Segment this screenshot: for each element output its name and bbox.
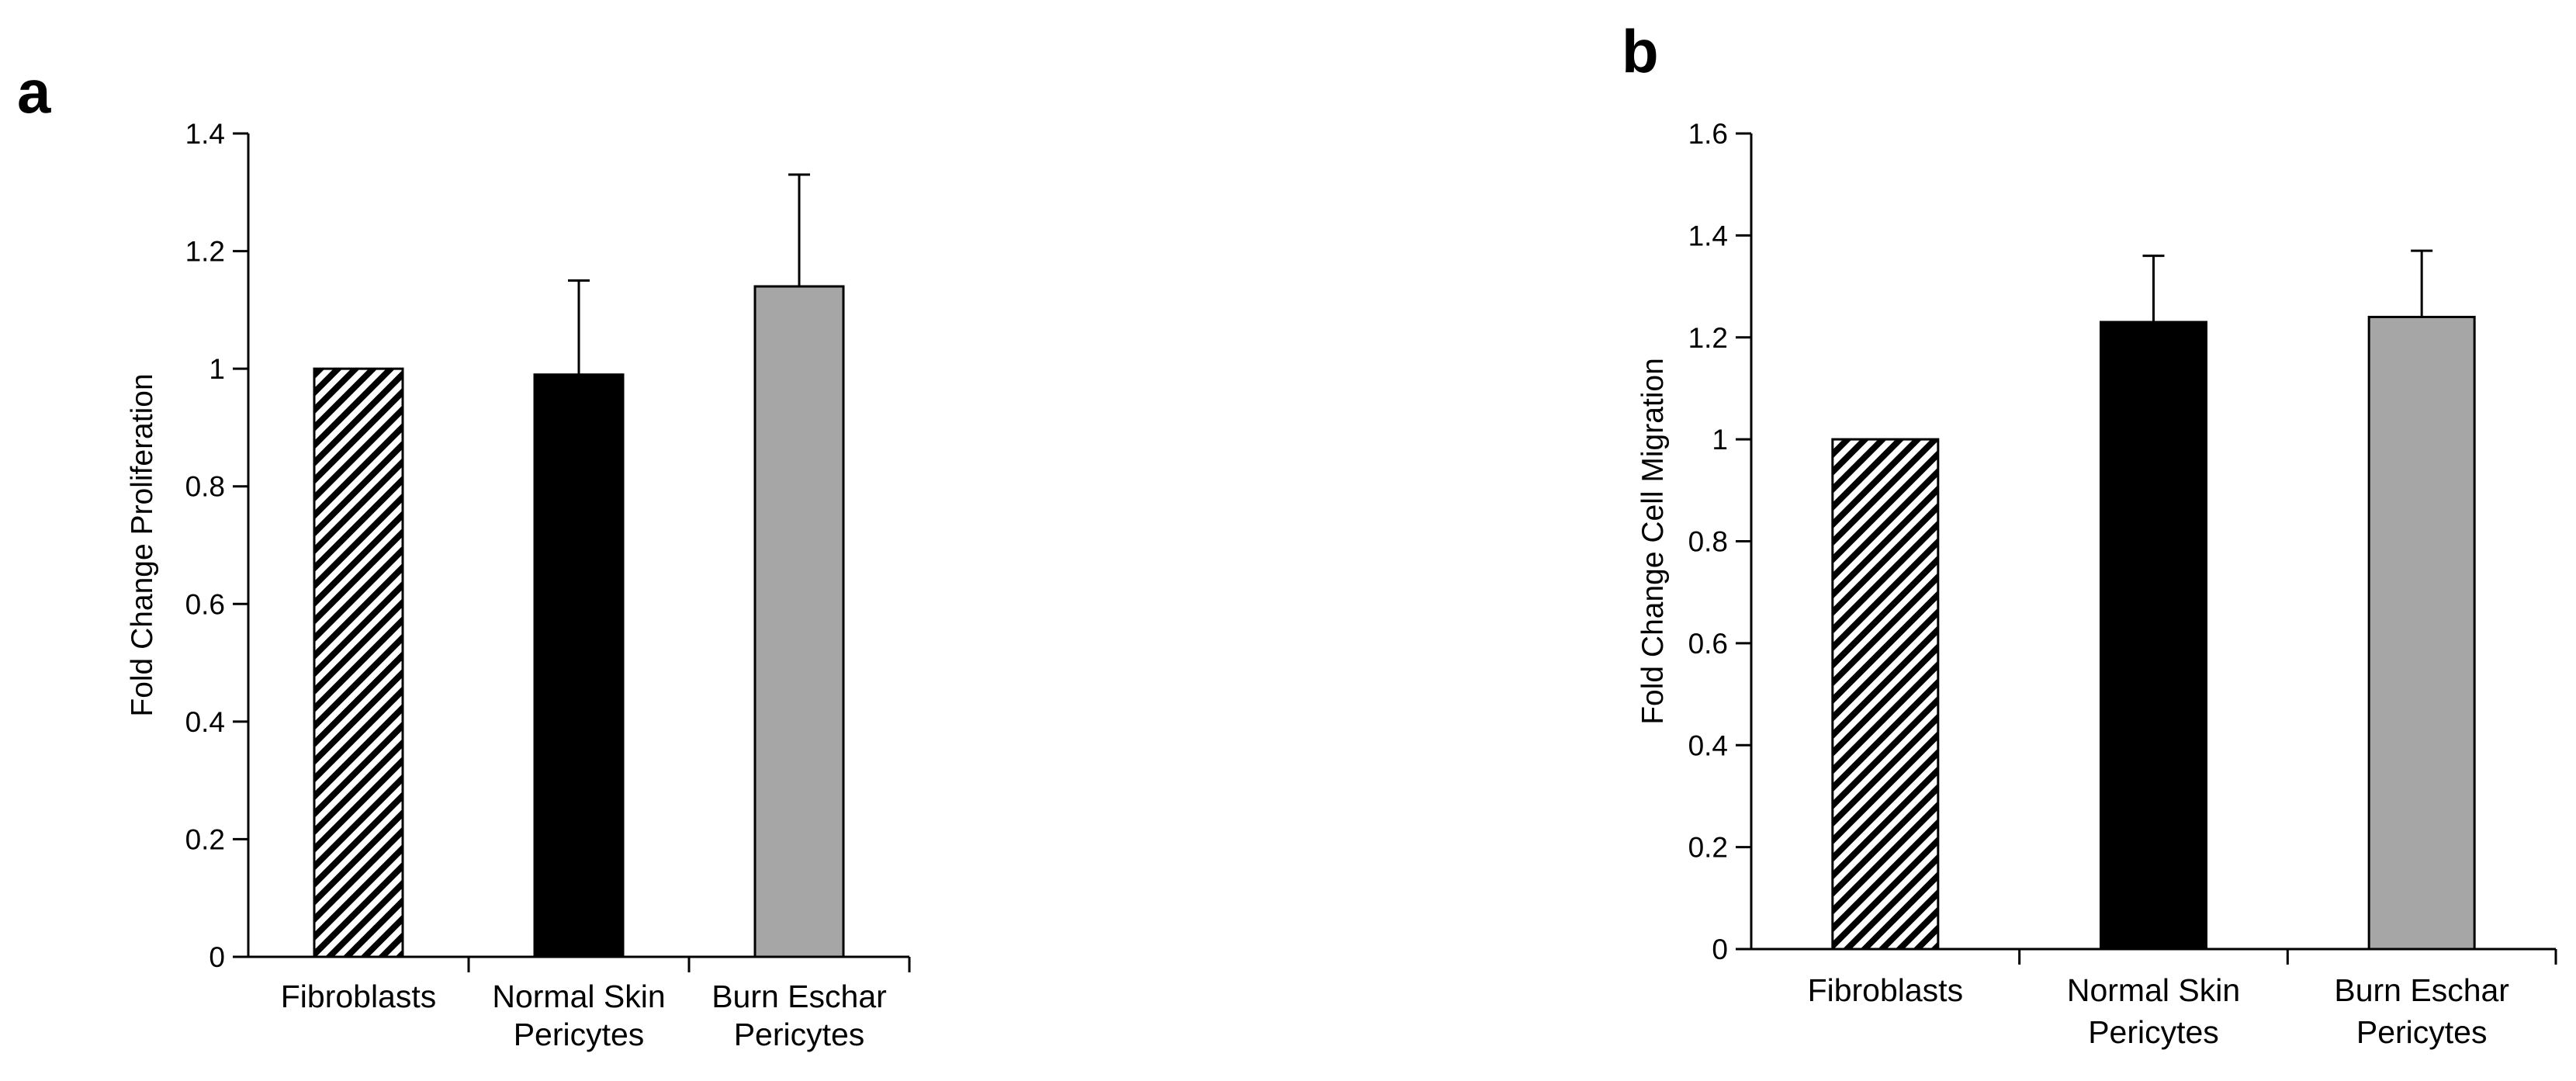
y-tick-label: 1 xyxy=(209,353,225,385)
x-category-label: Normal Skin xyxy=(2067,972,2240,1008)
bar xyxy=(1831,438,1940,951)
x-category-label: Pericytes xyxy=(514,1017,645,1052)
x-category-label: Burn Eschar xyxy=(712,979,887,1014)
y-axis-title: Fold Change Proliferation xyxy=(126,373,159,716)
y-tick-label: 1.6 xyxy=(1688,118,1728,150)
y-tick-label: 1 xyxy=(1712,424,1728,456)
y-tick-label: 1.2 xyxy=(185,236,225,268)
y-tick-label: 0.8 xyxy=(1688,526,1728,558)
bar xyxy=(313,367,404,958)
x-category-label: Burn Eschar xyxy=(2334,972,2509,1008)
panel-b-chart: b 0 0.2 0.4 0.6 0.8 1 1.2 1.4 1.6 Fibroblasts Norm… xyxy=(1622,17,2557,1050)
y-tick-label: 1.4 xyxy=(1688,220,1728,251)
bar xyxy=(2367,315,2476,951)
y-tick-label: 0.6 xyxy=(1688,628,1728,660)
bar xyxy=(753,285,845,958)
bar xyxy=(2100,320,2207,951)
x-category-label: Pericytes xyxy=(2356,1014,2488,1050)
y-tick-label: 0.2 xyxy=(185,823,225,855)
panel-label-a: a xyxy=(17,57,51,126)
x-category-label: Pericytes xyxy=(2088,1014,2219,1050)
x-category-label: Pericytes xyxy=(734,1017,865,1052)
y-tick-label: 0.2 xyxy=(1688,832,1728,864)
y-tick-label: 0.6 xyxy=(185,588,225,620)
x-category-label: Normal Skin xyxy=(492,979,665,1014)
y-axis-title: Fold Change Cell Migration xyxy=(1636,358,1670,725)
y-tick-label: 0.4 xyxy=(1688,729,1728,761)
bar xyxy=(533,373,625,958)
y-tick-label: 1.4 xyxy=(185,118,225,150)
y-tick-label: 1.2 xyxy=(1688,322,1728,354)
y-tick-label: 0.4 xyxy=(185,706,225,738)
panel-a-chart: a 0 0.2 0.4 0.6 0.8 1 1.2 1.4 Fibroblasts Normal … xyxy=(17,57,911,1052)
y-tick-label: 0.8 xyxy=(185,471,225,503)
y-tick-label: 0 xyxy=(1712,934,1728,965)
x-category-label: Fibroblasts xyxy=(281,979,437,1014)
x-category-label: Fibroblasts xyxy=(1808,972,1964,1008)
y-tick-label: 0 xyxy=(209,941,225,973)
panel-label-b: b xyxy=(1622,17,1659,85)
